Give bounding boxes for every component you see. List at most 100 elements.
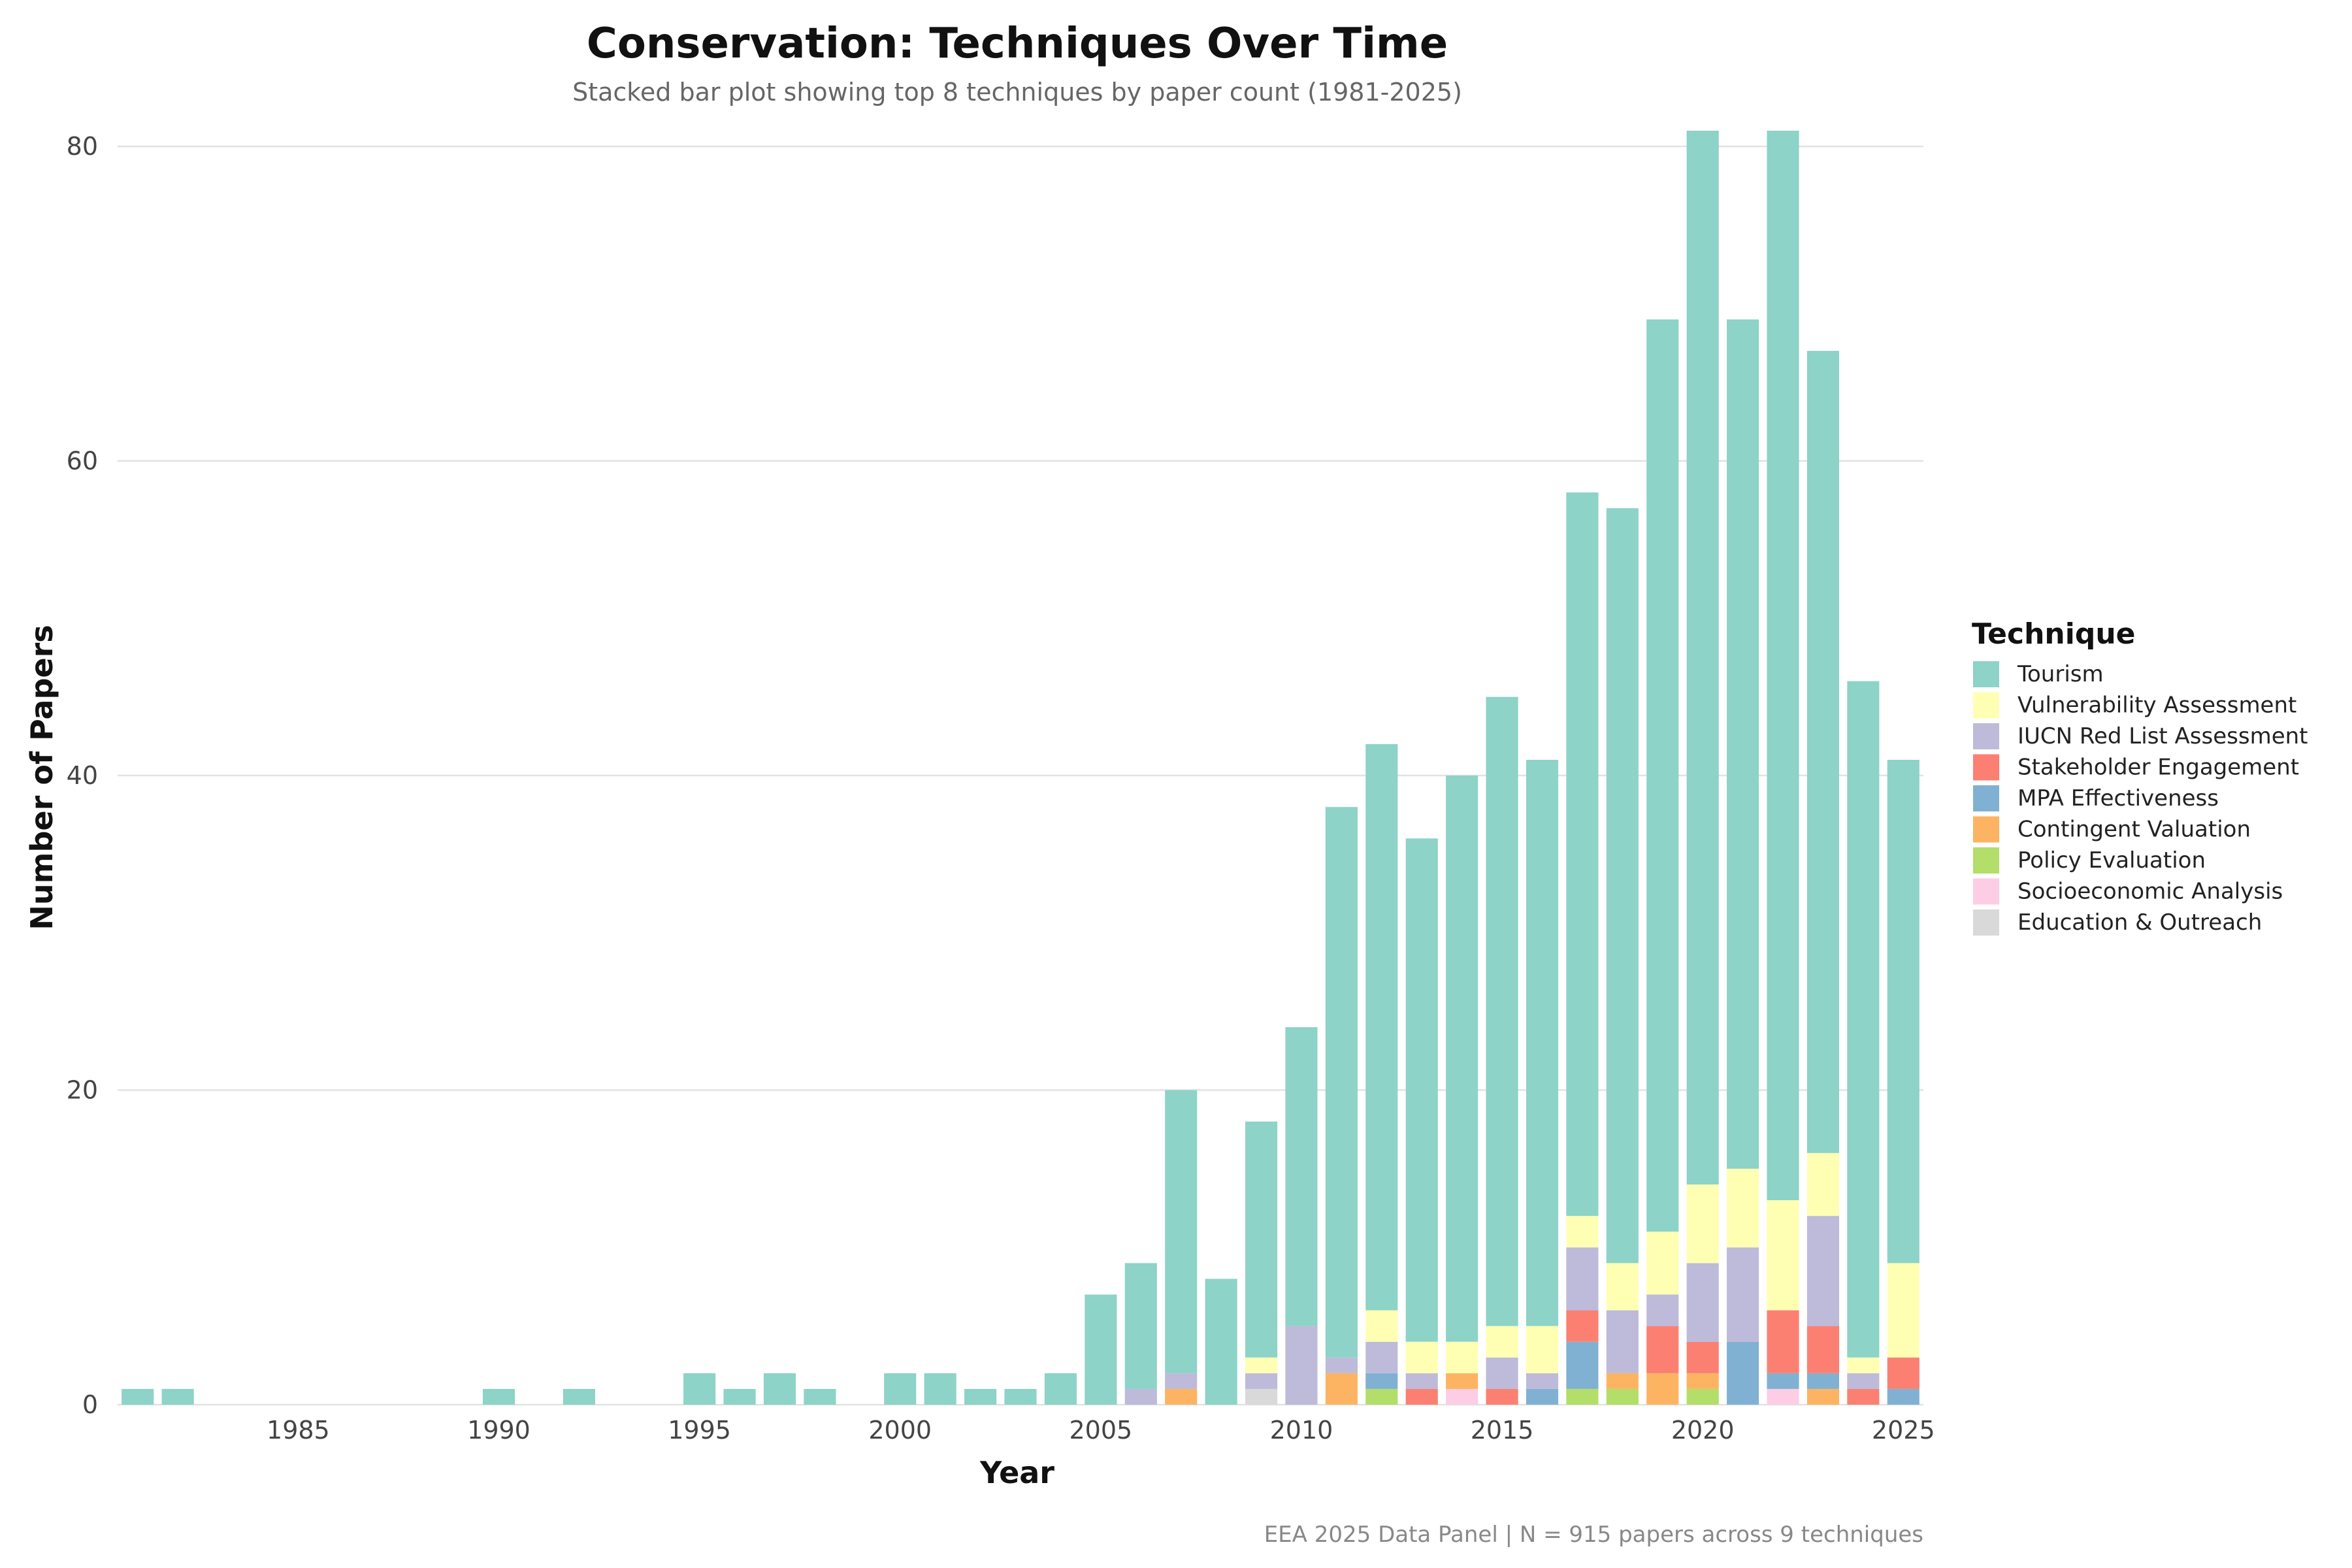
y-tick-label: 40 xyxy=(67,761,98,790)
bar-segment xyxy=(1325,1357,1358,1373)
bar-segment xyxy=(1767,131,1799,1201)
bar-segment xyxy=(1566,1341,1599,1389)
bar-segment xyxy=(1727,1168,1759,1248)
bar-segment xyxy=(1004,1388,1037,1405)
y-tick-label: 60 xyxy=(67,447,98,476)
bar-segment xyxy=(1486,1388,1518,1405)
bar-segment xyxy=(1566,492,1599,1217)
bar-segment xyxy=(1727,1247,1759,1342)
bar-segment xyxy=(1325,807,1358,1358)
y-axis-ticks: 0 20 40 60 80 xyxy=(67,132,98,1419)
bar-segment xyxy=(924,1373,956,1405)
bar-segment xyxy=(1606,1388,1639,1405)
legend-label: Vulnerability Assessment xyxy=(2017,693,2296,719)
legend-swatch xyxy=(1973,847,1999,874)
bar-segment xyxy=(1887,1357,1919,1389)
x-tick-label: 1990 xyxy=(467,1416,531,1445)
bar-segment xyxy=(1767,1200,1799,1311)
bar-segment xyxy=(884,1373,917,1405)
x-tick-label: 2025 xyxy=(1872,1416,1935,1445)
x-tick-label: 1985 xyxy=(267,1416,330,1445)
legend-swatch xyxy=(1973,785,1999,811)
bar-segment xyxy=(1646,1326,1679,1373)
bar-segment xyxy=(1405,1373,1438,1389)
legend-label: Stakeholder Engagement xyxy=(2017,755,2299,781)
bar-segment xyxy=(1686,1184,1719,1264)
bar-segment xyxy=(1405,838,1438,1342)
bar-segment xyxy=(1686,1388,1719,1405)
bar-segment xyxy=(1124,1388,1157,1405)
bar-segment xyxy=(1847,681,1880,1358)
bar-segment xyxy=(1806,1216,1840,1326)
bar-segment xyxy=(763,1373,796,1405)
legend-label: IUCN Red List Assessment xyxy=(2017,723,2308,749)
bar-segment xyxy=(1806,1388,1840,1405)
x-tick-label: 2015 xyxy=(1471,1416,1534,1445)
bar-segment xyxy=(1806,1152,1840,1217)
bar-segment xyxy=(1526,759,1559,1326)
bar-segment xyxy=(1847,1357,1880,1373)
bar-segment xyxy=(1365,1341,1398,1373)
bar-segment xyxy=(1566,1310,1599,1342)
legend-swatch xyxy=(1973,909,1999,936)
x-tick-label: 2000 xyxy=(868,1416,932,1445)
bar-segment xyxy=(1847,1388,1880,1405)
bar-segment xyxy=(1486,1357,1518,1389)
legend-label: MPA Effectiveness xyxy=(2017,785,2219,811)
bar-segment xyxy=(723,1388,756,1405)
bars xyxy=(122,131,1919,1405)
bar-segment xyxy=(1727,1341,1759,1405)
bar-segment xyxy=(1245,1388,1278,1405)
bar-segment xyxy=(1767,1310,1799,1373)
bar-segment xyxy=(1806,1373,1840,1389)
bar-segment xyxy=(1686,1263,1719,1342)
legend-swatch xyxy=(1973,754,1999,781)
bar-segment xyxy=(1806,1326,1840,1373)
bar-segment xyxy=(122,1388,154,1405)
bar-segment xyxy=(1646,1373,1679,1405)
bar-segment xyxy=(1767,1388,1799,1405)
bar-segment xyxy=(1044,1373,1077,1405)
y-tick-label: 20 xyxy=(67,1076,98,1105)
x-tick-label: 2010 xyxy=(1270,1416,1333,1445)
legend-swatch xyxy=(1973,692,1999,719)
x-axis-title: Year xyxy=(979,1455,1054,1490)
bar-segment xyxy=(1566,1247,1599,1311)
bar-segment xyxy=(1727,319,1759,1169)
legend-label: Policy Evaluation xyxy=(2017,847,2206,874)
bar-segment xyxy=(1405,1388,1438,1405)
bar-segment xyxy=(1887,759,1919,1264)
bar-segment xyxy=(1285,1326,1318,1405)
bar-segment xyxy=(1245,1373,1278,1389)
bar-segment xyxy=(1566,1388,1599,1405)
bar-segment xyxy=(1486,1326,1518,1358)
bar-segment xyxy=(1606,1373,1639,1389)
bar-segment xyxy=(1686,1341,1719,1373)
bar-segment xyxy=(1325,1373,1358,1405)
bar-segment xyxy=(1446,1341,1478,1373)
bar-segment xyxy=(804,1388,836,1405)
bar-segment xyxy=(1646,1232,1679,1295)
bar-segment xyxy=(1205,1279,1237,1405)
bar-segment xyxy=(1446,776,1478,1342)
y-tick-label: 0 xyxy=(82,1390,98,1419)
y-tick-label: 80 xyxy=(67,132,98,161)
legend-swatch xyxy=(1973,723,1999,749)
bar-segment xyxy=(1887,1263,1919,1358)
bar-segment xyxy=(1245,1121,1278,1358)
bar-segment xyxy=(1365,1373,1398,1389)
x-tick-label: 1995 xyxy=(668,1416,731,1445)
chart-caption: EEA 2025 Data Panel | N = 915 papers acr… xyxy=(1264,1522,1923,1548)
bar-segment xyxy=(1606,1263,1639,1311)
x-tick-label: 2020 xyxy=(1671,1416,1735,1445)
bar-segment xyxy=(1085,1294,1117,1405)
bar-segment xyxy=(1686,1373,1719,1389)
bar-segment xyxy=(1405,1341,1438,1373)
bar-segment xyxy=(1165,1090,1198,1373)
legend-label: Contingent Valuation xyxy=(2017,817,2251,843)
legend-swatch xyxy=(1973,878,1999,905)
bar-segment xyxy=(1686,131,1719,1184)
bar-segment xyxy=(1767,1373,1799,1389)
bar-segment xyxy=(1887,1388,1919,1405)
